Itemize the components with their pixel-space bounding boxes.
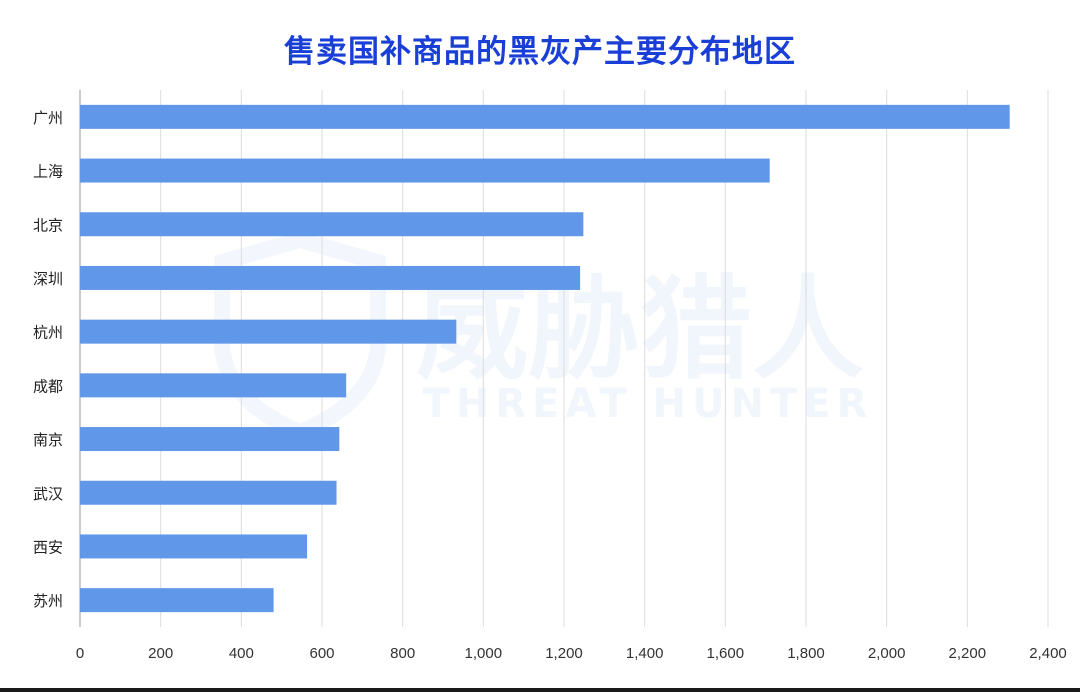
- category-label: 上海: [33, 163, 63, 181]
- x-tick-labels: 0 200 400 600 800 1,000 1,200 1,400 1,600 1,800 2,…: [76, 645, 1067, 662]
- x-tick-label: 600: [309, 645, 334, 662]
- category-label: 深圳: [33, 270, 63, 288]
- category-label: 杭州: [33, 324, 63, 342]
- x-tick-label: 800: [390, 645, 415, 662]
- x-tick-label: 200: [148, 645, 173, 662]
- bars: [80, 104, 1010, 613]
- category-label: 武汉: [33, 485, 63, 503]
- x-tick-label: 0: [76, 645, 84, 662]
- x-tick-label: 400: [229, 645, 254, 662]
- x-tick-label: 1,200: [545, 645, 583, 662]
- x-tick-label: 1,000: [465, 645, 503, 662]
- category-label: 北京: [33, 216, 63, 234]
- x-tick-label: 1,600: [707, 645, 745, 662]
- bar: [80, 373, 347, 398]
- category-label: 广州: [33, 109, 63, 127]
- category-label: 苏州: [33, 592, 63, 610]
- x-tick-label: 2,200: [949, 645, 987, 662]
- bar: [80, 427, 340, 452]
- x-tick-label: 1,400: [626, 645, 664, 662]
- chart-title: 售卖国补商品的黑灰产主要分布地区: [284, 34, 796, 70]
- bar: [80, 158, 770, 183]
- bar: [80, 212, 584, 237]
- bar: [80, 319, 457, 344]
- x-tick-label: 2,400: [1029, 645, 1067, 662]
- bar: [80, 265, 581, 290]
- category-label: 西安: [33, 538, 63, 556]
- bar: [80, 480, 337, 505]
- category-label: 成都: [33, 377, 63, 395]
- bar: [80, 588, 274, 613]
- category-label: 南京: [33, 431, 63, 449]
- bar: [80, 104, 1010, 129]
- bar: [80, 534, 308, 559]
- x-tick-label: 2,000: [868, 645, 906, 662]
- x-tick-label: 1,800: [787, 645, 825, 662]
- bottom-rule: [0, 688, 1080, 692]
